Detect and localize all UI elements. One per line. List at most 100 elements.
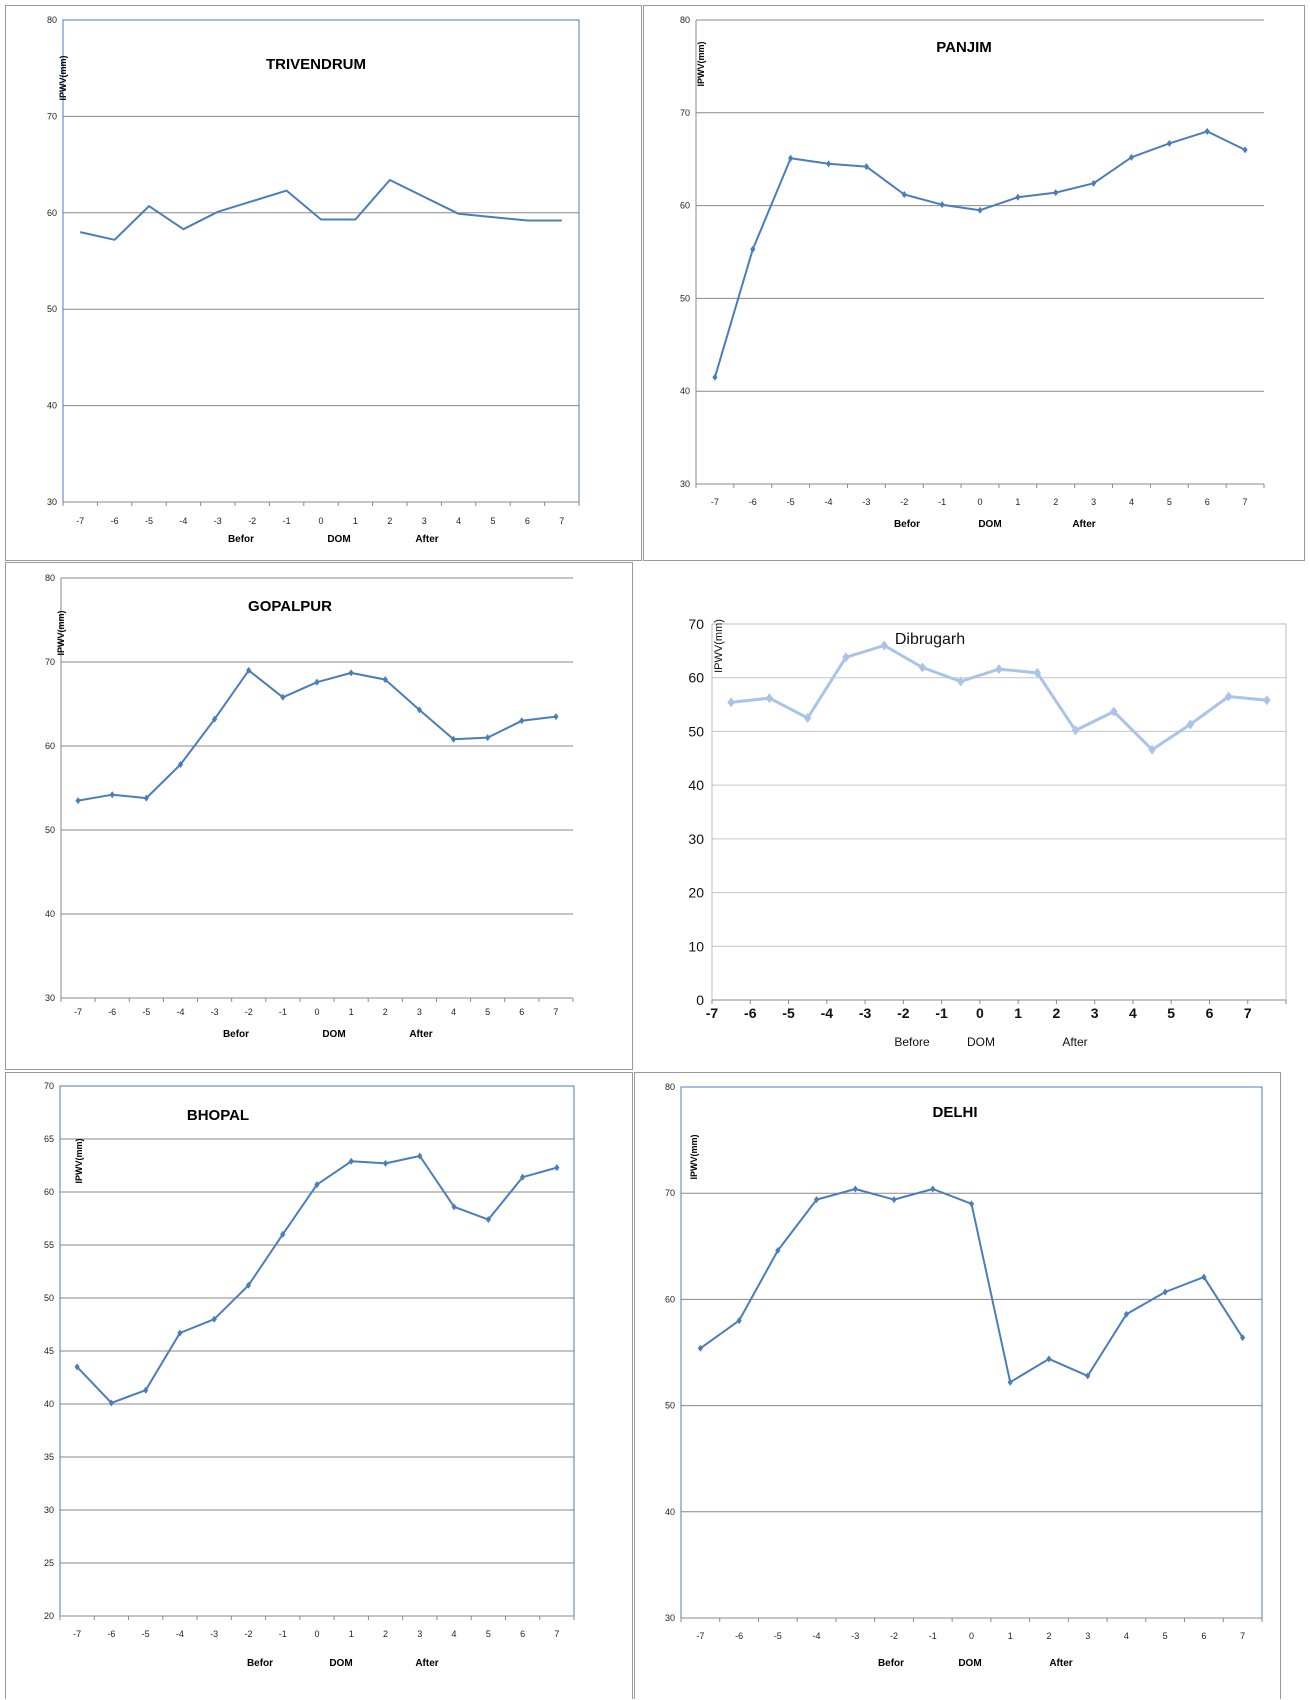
trivendrum-y-tick-label: 80 <box>47 15 57 25</box>
panjim-data-point <box>750 245 756 253</box>
delhi-y-tick-label: 80 <box>665 1082 675 1092</box>
gopalpur-x-tick-label: -5 <box>142 1007 150 1017</box>
delhi-y-tick-label: 50 <box>665 1401 675 1411</box>
bhopal-x-group-label: Befor <box>247 1658 273 1669</box>
bhopal-data-point <box>108 1399 115 1407</box>
gopalpur-data-point <box>211 715 218 723</box>
panjim-x-tick-label: -2 <box>900 497 908 507</box>
dibrugarh-x-tick-label: -2 <box>897 1005 910 1021</box>
panjim-x-tick-label: -5 <box>787 497 795 507</box>
bhopal-x-tick-label: 7 <box>554 1629 559 1639</box>
dibrugarh-x-tick-label: 0 <box>976 1005 984 1021</box>
dibrugarh-data-point <box>1224 691 1233 702</box>
trivendrum-x-group-label: After <box>415 534 438 545</box>
bhopal-x-tick-label: 4 <box>452 1629 457 1639</box>
delhi-data-point <box>1240 1334 1246 1342</box>
dibrugarh-x-group-label: DOM <box>967 1035 995 1049</box>
gopalpur-x-tick-label: 3 <box>417 1007 422 1017</box>
delhi-x-tick-label: 3 <box>1085 1631 1090 1641</box>
trivendrum-x-tick-label: 7 <box>559 516 564 526</box>
dibrugarh-x-tick-label: 3 <box>1091 1005 1099 1021</box>
dibrugarh-data-point <box>727 697 735 708</box>
bhopal-x-tick-label: 0 <box>314 1629 319 1639</box>
delhi-data-point <box>775 1247 781 1255</box>
delhi-data-point <box>697 1344 703 1352</box>
dibrugarh-y-tick-label: 20 <box>688 885 704 901</box>
gopalpur-data-point <box>246 666 252 674</box>
bhopal-y-tick-label: 45 <box>44 1346 54 1356</box>
gopalpur-chart-title: GOPALPUR <box>248 598 332 615</box>
panjim-y-tick-label: 80 <box>680 15 690 25</box>
gopalpur-data-point <box>348 669 354 677</box>
trivendrum-y-tick-label: 30 <box>47 497 57 507</box>
delhi-series-line <box>699 1188 1244 1384</box>
delhi-x-group-label: After <box>1049 1658 1072 1669</box>
bhopal-data-point <box>177 1329 183 1337</box>
gopalpur-data-point <box>280 693 286 701</box>
trivendrum-series-line <box>79 179 562 241</box>
delhi-data-point <box>968 1200 975 1208</box>
panjim-y-tick-label: 50 <box>680 293 690 303</box>
dibrugarh-x-tick-label: -3 <box>859 1005 872 1021</box>
dibrugarh-x-tick-label: 5 <box>1167 1005 1175 1021</box>
panjim-y-tick-label: 40 <box>680 386 690 396</box>
panjim-data-point <box>977 206 983 214</box>
delhi-x-tick-label: 2 <box>1046 1631 1051 1641</box>
panjim-data-point <box>901 190 907 198</box>
delhi-x-tick-label: -2 <box>890 1631 898 1641</box>
dibrugarh-y-tick-label: 70 <box>688 616 704 632</box>
trivendrum-x-tick-label: -7 <box>76 516 84 526</box>
delhi-data-point <box>1123 1310 1130 1318</box>
chart-panel-trivendrum: 30 40 50 60 70 80 -7 -6 -5 -4 -3 -2 -1 0 1 2 3 4 5 6 7 TRIVEN… <box>5 5 642 561</box>
dibrugarh-series-line <box>730 644 1268 752</box>
panjim-x-tick-label: 3 <box>1091 497 1096 507</box>
bhopal-data-point <box>143 1386 149 1394</box>
trivendrum-x-tick-label: 2 <box>387 516 392 526</box>
bhopal-data-point <box>519 1173 526 1181</box>
bhopal-y-tick-label: 25 <box>44 1558 54 1568</box>
delhi-x-tick-label: -6 <box>735 1631 743 1641</box>
dibrugarh-data-point <box>1071 725 1080 736</box>
gopalpur-x-tick-label: 7 <box>553 1007 558 1017</box>
delhi-data-point <box>930 1185 936 1193</box>
delhi-x-tick-label: -5 <box>774 1631 782 1641</box>
delhi-x-tick-label: -4 <box>813 1631 821 1641</box>
gopalpur-x-tick-label: -2 <box>245 1007 253 1017</box>
panjim-data-point <box>1242 146 1248 154</box>
bhopal-y-tick-label: 40 <box>44 1399 54 1409</box>
gopalpur-x-tick-label: 4 <box>451 1007 456 1017</box>
bhopal-x-tick-label: -7 <box>73 1629 81 1639</box>
chart-svg-gopalpur: 30 40 50 60 70 80 -7 -6 -5 -4 -3 -2 -1 0 1 2 3 4 5 6 7 GOPALP… <box>45 573 574 1040</box>
bhopal-y-tick-label: 30 <box>44 1505 54 1515</box>
chart-panel-bhopal: 20 25 30 35 40 45 50 55 60 65 70 -7 -6 -5 -4 -3 -2 -1 0 1 2 3… <box>5 1072 633 1699</box>
delhi-x-tick-label: 4 <box>1124 1631 1129 1641</box>
trivendrum-x-tick-label: 1 <box>353 516 358 526</box>
gopalpur-y-tick-label: 30 <box>45 993 55 1003</box>
delhi-data-point <box>852 1185 858 1193</box>
bhopal-data-point <box>417 1152 423 1160</box>
delhi-x-group-label: DOM <box>958 1658 981 1669</box>
bhopal-y-tick-label: 70 <box>44 1081 54 1091</box>
panjim-data-point <box>1015 193 1021 201</box>
panjim-data-point <box>1166 139 1172 147</box>
dibrugarh-x-tick-label: -6 <box>744 1005 757 1021</box>
chart-panel-gopalpur: 30 40 50 60 70 80 -7 -6 -5 -4 -3 -2 -1 0 1 2 3 4 5 6 7 GOPALP… <box>5 562 633 1070</box>
dibrugarh-x-tick-label: 1 <box>1014 1005 1022 1021</box>
panjim-data-point <box>1090 179 1097 187</box>
delhi-data-point <box>1162 1288 1168 1296</box>
dibrugarh-plot-frame <box>711 623 1287 1001</box>
bhopal-x-tick-label: -5 <box>142 1629 150 1639</box>
gopalpur-y-tick-label: 80 <box>45 573 55 583</box>
trivendrum-y-tick-label: 60 <box>47 208 57 218</box>
bhopal-series-line <box>76 1155 558 1404</box>
bhopal-y-axis-label: IPWV(mm) <box>74 1138 84 1183</box>
dibrugarh-data-point <box>1033 667 1042 678</box>
dibrugarh-x-tick-label: 2 <box>1053 1005 1061 1021</box>
panjim-chart-title: PANJIM <box>936 39 992 56</box>
panjim-series-line <box>713 130 1246 378</box>
bhopal-data-point <box>245 1281 252 1289</box>
dibrugarh-data-point <box>842 652 850 663</box>
panjim-data-point <box>1128 153 1135 161</box>
chart-svg-dibrugarh: 0 10 20 30 40 50 60 70 -7 -6 -5 -4 -3 -2 -1 0 1 2 3 4 5 6 7 Dib… <box>688 616 1287 1049</box>
dibrugarh-x-tick-label: 6 <box>1206 1005 1214 1021</box>
